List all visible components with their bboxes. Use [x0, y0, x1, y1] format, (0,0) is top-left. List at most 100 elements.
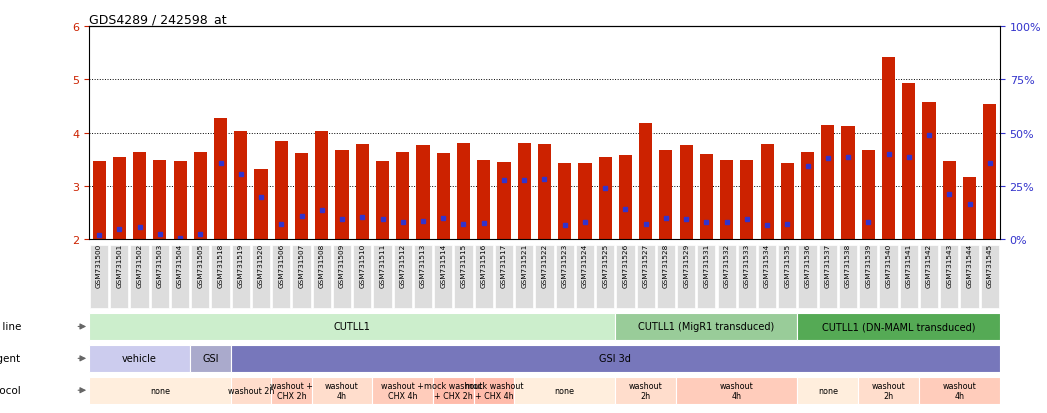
FancyBboxPatch shape	[89, 377, 230, 404]
FancyBboxPatch shape	[271, 377, 312, 404]
Bar	[133, 153, 147, 240]
Bar	[842, 127, 854, 240]
Text: vehicle: vehicle	[122, 354, 157, 363]
Text: GSM731538: GSM731538	[845, 244, 851, 288]
FancyBboxPatch shape	[414, 246, 432, 309]
Bar	[456, 143, 470, 240]
FancyBboxPatch shape	[474, 246, 493, 309]
Bar	[517, 144, 531, 240]
Bar	[92, 162, 106, 240]
Text: GSM731507: GSM731507	[298, 244, 305, 288]
Bar	[477, 160, 490, 240]
FancyBboxPatch shape	[272, 246, 290, 309]
Text: GSM731529: GSM731529	[683, 244, 689, 288]
Text: GSM731505: GSM731505	[197, 244, 203, 288]
FancyBboxPatch shape	[697, 246, 715, 309]
FancyBboxPatch shape	[738, 246, 756, 309]
Bar	[235, 132, 247, 240]
FancyBboxPatch shape	[514, 377, 616, 404]
Text: washout
4h: washout 4h	[326, 381, 359, 400]
Text: GSM731531: GSM731531	[704, 244, 710, 288]
Text: washout 2h: washout 2h	[228, 386, 274, 395]
FancyBboxPatch shape	[252, 246, 270, 309]
FancyBboxPatch shape	[110, 246, 129, 309]
FancyBboxPatch shape	[435, 246, 452, 309]
Bar	[882, 58, 895, 240]
Bar	[801, 152, 815, 240]
FancyBboxPatch shape	[940, 246, 958, 309]
Text: GDS4289 / 242598_at: GDS4289 / 242598_at	[89, 13, 226, 26]
Text: GSM731524: GSM731524	[582, 244, 588, 288]
Bar	[295, 153, 308, 240]
FancyBboxPatch shape	[799, 246, 817, 309]
Bar	[942, 161, 956, 240]
FancyBboxPatch shape	[333, 246, 351, 309]
Text: GSM731516: GSM731516	[481, 244, 487, 288]
Text: GSM731539: GSM731539	[865, 244, 871, 288]
FancyBboxPatch shape	[859, 377, 919, 404]
Bar	[396, 153, 409, 240]
Text: GSM731521: GSM731521	[521, 244, 528, 288]
Text: GSM731500: GSM731500	[96, 244, 103, 288]
FancyBboxPatch shape	[192, 246, 209, 309]
FancyBboxPatch shape	[535, 246, 554, 309]
Text: GSM731518: GSM731518	[218, 244, 224, 288]
Text: GSM731536: GSM731536	[804, 244, 810, 288]
FancyBboxPatch shape	[717, 246, 736, 309]
Bar	[660, 150, 672, 240]
Text: GSM731504: GSM731504	[177, 244, 183, 288]
Bar	[376, 161, 389, 240]
Text: GSM731515: GSM731515	[461, 244, 467, 288]
Text: GSM731502: GSM731502	[136, 244, 142, 288]
FancyBboxPatch shape	[860, 246, 877, 309]
Text: GSM731513: GSM731513	[420, 244, 426, 288]
Text: GSM731506: GSM731506	[279, 244, 285, 288]
FancyBboxPatch shape	[313, 246, 331, 309]
FancyBboxPatch shape	[960, 246, 979, 309]
Bar	[781, 164, 794, 240]
Text: GSM731508: GSM731508	[318, 244, 325, 288]
Text: GSM731540: GSM731540	[886, 244, 892, 288]
FancyBboxPatch shape	[191, 345, 230, 372]
Bar	[174, 161, 186, 240]
Bar	[538, 145, 551, 240]
Text: GSM731511: GSM731511	[379, 244, 385, 288]
FancyBboxPatch shape	[230, 345, 1000, 372]
Bar	[619, 156, 632, 240]
Text: GSM731522: GSM731522	[541, 244, 548, 288]
FancyBboxPatch shape	[515, 246, 533, 309]
Text: GSM731527: GSM731527	[643, 244, 649, 288]
FancyBboxPatch shape	[616, 313, 798, 340]
FancyBboxPatch shape	[576, 246, 594, 309]
Text: mock washout
+ CHX 2h: mock washout + CHX 2h	[424, 381, 483, 400]
Text: GSM731525: GSM731525	[602, 244, 608, 288]
FancyBboxPatch shape	[920, 246, 938, 309]
Text: mock washout
+ CHX 4h: mock washout + CHX 4h	[465, 381, 524, 400]
Text: GSM731534: GSM731534	[764, 244, 771, 288]
Text: washout
4h: washout 4h	[720, 381, 754, 400]
FancyBboxPatch shape	[596, 246, 615, 309]
Bar	[315, 132, 329, 240]
Bar	[821, 125, 834, 240]
FancyBboxPatch shape	[637, 246, 654, 309]
Text: GSM731509: GSM731509	[339, 244, 346, 288]
Text: GSM731514: GSM731514	[440, 244, 446, 288]
FancyBboxPatch shape	[676, 377, 798, 404]
FancyBboxPatch shape	[919, 377, 1000, 404]
Text: CUTLL1 (MigR1 transduced): CUTLL1 (MigR1 transduced)	[639, 322, 775, 332]
Text: GSM731535: GSM731535	[784, 244, 790, 288]
Bar	[599, 157, 611, 240]
FancyBboxPatch shape	[819, 246, 837, 309]
Bar	[274, 141, 288, 240]
FancyBboxPatch shape	[211, 246, 229, 309]
Text: GSM731503: GSM731503	[157, 244, 163, 288]
Text: GSM731542: GSM731542	[926, 244, 932, 288]
FancyBboxPatch shape	[617, 246, 634, 309]
Text: GSM731541: GSM731541	[906, 244, 912, 288]
Bar	[254, 170, 268, 240]
Text: GSM731519: GSM731519	[238, 244, 244, 288]
FancyBboxPatch shape	[292, 246, 311, 309]
Bar	[720, 160, 733, 240]
Text: GSM731545: GSM731545	[986, 244, 993, 288]
Bar	[699, 154, 713, 240]
